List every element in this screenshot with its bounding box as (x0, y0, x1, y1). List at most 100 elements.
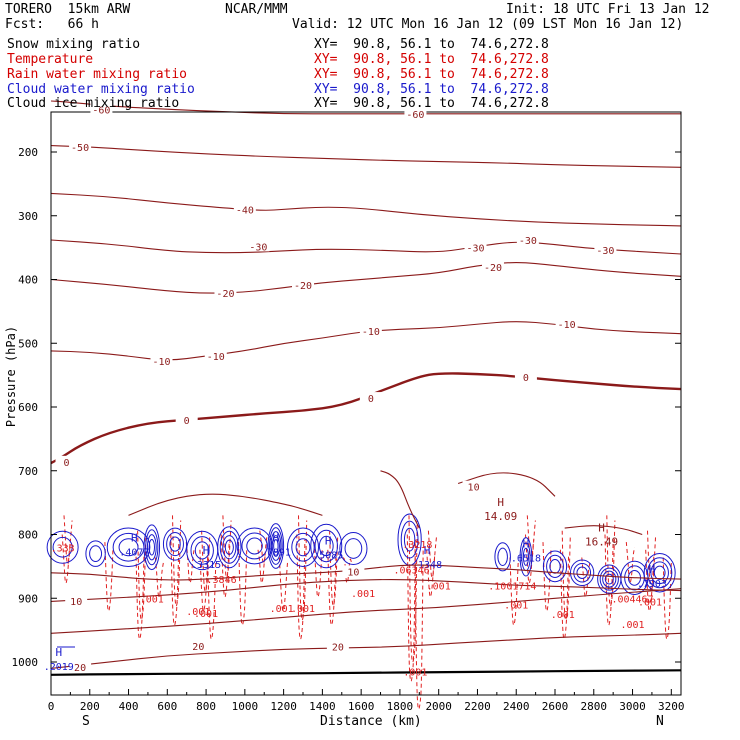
legend-rain-xy: XY= 90.8, 56.1 to 74.6,272.8 (314, 67, 549, 82)
rain-water-contour (296, 534, 306, 640)
cloud-water-contour (542, 550, 568, 583)
rain-water-high-value: .1001714 (488, 582, 536, 593)
y-tick-label: 400 (18, 274, 38, 287)
temperature-contour-line (50, 588, 682, 634)
temperature-contour-label: -20 (484, 263, 502, 274)
legend-temperature-label: Temperature (7, 52, 94, 67)
label-backdrop (555, 318, 578, 330)
label-backdrop (481, 260, 504, 272)
label-backdrop (187, 640, 210, 652)
temperature-contour-line (50, 579, 682, 602)
label-backdrop (516, 233, 539, 245)
cloud-water-contour (52, 536, 73, 558)
cloud-water-contour (519, 537, 533, 577)
temperature-contour-label: 0 (63, 458, 69, 469)
cloud-water-contour (145, 529, 159, 566)
x-tick-label: 0 (48, 700, 55, 713)
temperature-contour-label: 0 (184, 416, 190, 427)
cloud-water-high-value: .4077 (119, 547, 149, 558)
cloud-water-contour (219, 530, 239, 564)
temperature-contour-line (128, 493, 323, 516)
temperature-contour-label: -40 (236, 205, 254, 216)
cloud-water-contour (310, 523, 343, 569)
y-tick-label: 900 (18, 592, 38, 605)
rain-water-contour (327, 549, 337, 626)
init-time: Init: 18 UTC Fri 13 Jan 12 (506, 2, 710, 17)
endpoint-left: S (82, 714, 90, 729)
temperature-high-marker: H (598, 522, 605, 535)
rain-water-contour (259, 530, 269, 565)
x-tick-label: 3000 (619, 700, 646, 713)
cloud-water-contour (494, 542, 511, 572)
x-tick-label: 1000 (232, 700, 259, 713)
center-title: NCAR/MMM (225, 2, 288, 17)
rain-water-high-value: .06346 (393, 566, 429, 577)
y-tick-label: 200 (18, 146, 38, 159)
temperature-contour-label: -10 (207, 352, 225, 363)
contour-labels: -60 -60-50-40-30 -30-30-30-20-20-20-10 -10-… (44, 103, 667, 679)
surface-pressure-line (50, 669, 682, 676)
label-backdrop (65, 594, 88, 606)
cloud-water-high-value: .2019 (44, 662, 74, 673)
cloud-water-contour (273, 539, 279, 553)
cloud-water-contour (570, 559, 595, 587)
cloud-water-contour (653, 565, 666, 580)
rain-water-label: .001 (504, 601, 528, 612)
x-tick-label: 3200 (658, 700, 685, 713)
temperature-contour-label: -10 (152, 357, 170, 368)
cloud-water-contour (169, 536, 181, 552)
cloud-water-contour (647, 557, 673, 589)
cloud-water-high-value: .6518 (511, 554, 541, 565)
temperature-contour-line (50, 564, 682, 581)
cloud-water-high-value: .3315 (191, 560, 221, 571)
rain-water-contour (298, 515, 308, 621)
cloud-water-contour (576, 566, 588, 579)
temperature-contour-label: -20 (216, 289, 234, 300)
temperature-contour-line (50, 100, 681, 115)
plot-frame-rect (50, 111, 682, 696)
rain-water-label: .001 (551, 610, 575, 621)
rain-water-contour (137, 530, 147, 621)
cloud-water-contour (314, 529, 338, 563)
cloud-water-high-marker: H (55, 646, 62, 659)
y-tick-label: 500 (18, 337, 38, 350)
x-tick-label: 2600 (542, 700, 569, 713)
rain-water-label: .001 (403, 668, 427, 679)
cloud-water-contour (291, 532, 315, 562)
temperature-contour-label: -30 (466, 244, 484, 255)
label-backdrop (233, 203, 256, 215)
temperature-contour-label: 10 (70, 597, 82, 608)
label-backdrop (464, 241, 487, 253)
x-tick-label: 1200 (270, 700, 297, 713)
temperature-contours (50, 100, 682, 669)
cloud-water-contour (604, 573, 614, 585)
rain-water-contour (426, 549, 436, 598)
legend-snow-label: Snow mixing ratio (7, 37, 141, 52)
temperature-high-value: 14.09 (484, 510, 517, 523)
rain-water-contour (427, 530, 438, 579)
rain-water-high-value: .3846 (207, 575, 237, 586)
temperature-contour-line (50, 239, 682, 255)
cloud-water-high-value: .7091 (261, 547, 291, 558)
rain-water-high-value: .004467 (611, 594, 653, 605)
rain-water-label: .001 (638, 597, 662, 608)
label-backdrop (404, 107, 427, 119)
cloud-water-contour (217, 526, 242, 569)
cloud-water-contour (650, 561, 669, 585)
rain-water-contour (561, 530, 571, 621)
rain-water-contour (170, 534, 180, 626)
temperature-high-marker: H (497, 496, 504, 509)
valid-time: Valid: 12 UTC Mon 16 Jan 12 (09 LST Mon … (292, 17, 684, 32)
temperature-contour-label: -60 (406, 110, 424, 121)
cloud-water-contour (46, 530, 79, 564)
temperature-contour-line (50, 192, 682, 227)
cloud-water-contour (522, 547, 530, 566)
label-backdrop (90, 103, 113, 115)
legend-snow-xy: XY= 90.8, 56.1 to 74.6,272.8 (314, 37, 549, 52)
label-backdrop (514, 371, 537, 383)
temperature-contour-line (50, 632, 682, 669)
legend-cloud-ice-xy: XY= 90.8, 56.1 to 74.6,272.8 (314, 96, 549, 111)
x-tick-label: 400 (119, 700, 139, 713)
x-tick-label: 800 (196, 700, 216, 713)
cloud-water-high-value: .7903 (637, 579, 667, 590)
